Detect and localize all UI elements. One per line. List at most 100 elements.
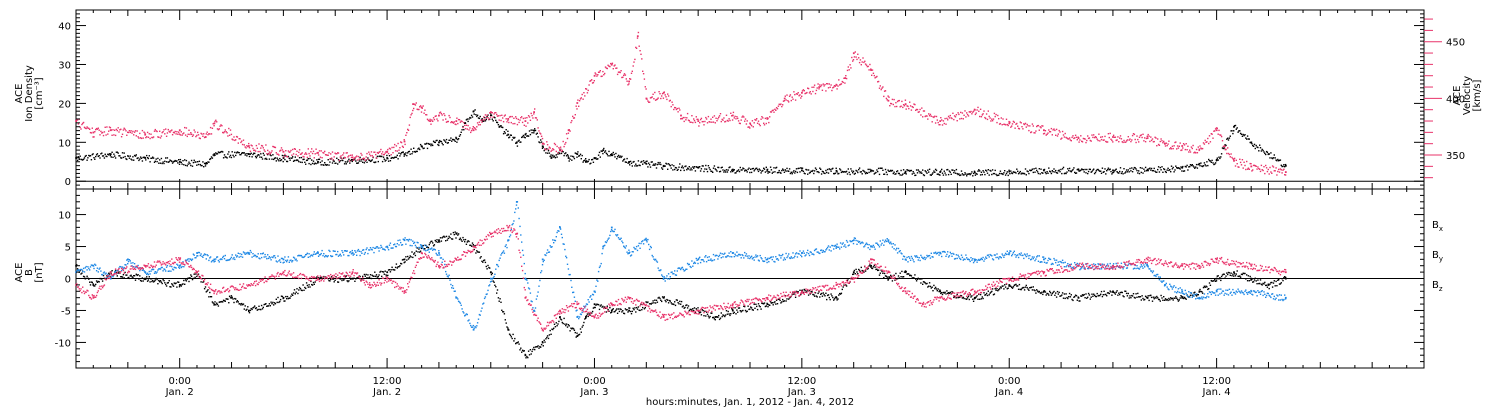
data-point	[400, 244, 403, 246]
data-point	[1024, 122, 1027, 125]
data-point	[1057, 133, 1059, 135]
data-point	[132, 276, 134, 279]
data-point	[1171, 297, 1174, 300]
data-point	[588, 84, 590, 86]
data-point	[1131, 294, 1133, 297]
data-point	[406, 259, 408, 261]
data-point	[838, 172, 840, 175]
data-point	[255, 307, 258, 309]
data-point	[489, 112, 492, 114]
data-point	[1084, 138, 1086, 140]
data-point	[638, 45, 640, 47]
data-point	[1173, 145, 1175, 147]
data-point	[581, 326, 583, 328]
data-point	[282, 157, 285, 159]
data-point	[432, 248, 435, 250]
data-point	[1209, 160, 1212, 162]
data-point	[249, 249, 252, 252]
data-point	[667, 163, 670, 165]
data-point	[1109, 168, 1111, 170]
data-point	[183, 132, 185, 134]
data-point	[329, 161, 331, 163]
data-point	[785, 99, 787, 101]
data-point	[515, 342, 517, 345]
data-point	[886, 99, 888, 101]
data-point	[974, 113, 977, 116]
data-point	[393, 157, 395, 159]
data-point	[429, 118, 431, 121]
data-point	[753, 303, 755, 305]
data-point	[282, 160, 284, 163]
data-point	[892, 172, 894, 175]
data-point	[774, 108, 776, 110]
data-point	[461, 120, 463, 123]
data-point	[814, 92, 817, 95]
data-point	[403, 139, 405, 141]
data-point	[1187, 169, 1189, 171]
data-point	[178, 266, 180, 268]
data-point	[1115, 168, 1117, 170]
data-point	[467, 320, 469, 322]
data-point	[561, 150, 563, 152]
data-point	[170, 270, 172, 272]
data-point	[113, 134, 115, 136]
data-point	[674, 304, 677, 307]
data-point	[1271, 281, 1273, 284]
data-point	[1174, 297, 1176, 299]
data-point	[655, 98, 658, 101]
data-point	[922, 283, 924, 285]
data-point	[917, 169, 919, 171]
data-point	[136, 130, 138, 132]
data-point	[1199, 288, 1201, 291]
data-point	[426, 245, 428, 248]
data-point	[604, 66, 607, 68]
data-point	[310, 254, 312, 257]
data-point	[1132, 133, 1135, 135]
data-point	[362, 158, 365, 161]
data-point	[319, 156, 322, 158]
data-point	[333, 156, 335, 158]
data-point	[1007, 174, 1009, 177]
data-point	[1038, 290, 1040, 293]
data-point	[432, 242, 434, 244]
data-point	[160, 157, 163, 160]
data-point	[718, 116, 720, 118]
data-point	[331, 151, 334, 153]
data-point	[392, 152, 394, 154]
data-point	[1233, 125, 1235, 128]
data-point	[320, 164, 322, 166]
data-point	[278, 301, 280, 304]
data-point	[552, 154, 554, 156]
data-point	[156, 271, 158, 273]
data-point	[432, 144, 434, 147]
data-point	[218, 301, 220, 303]
data-point	[141, 277, 144, 279]
data-point	[168, 130, 170, 133]
data-point	[205, 133, 207, 135]
data-point	[596, 75, 598, 77]
data-point	[920, 114, 922, 116]
data-point	[788, 170, 790, 172]
data-point	[277, 255, 279, 257]
data-point	[476, 325, 478, 327]
data-point	[257, 154, 259, 156]
data-point	[526, 279, 528, 281]
data-point	[1049, 131, 1052, 133]
data-point	[303, 158, 305, 160]
data-point	[680, 166, 683, 169]
data-point	[990, 120, 992, 122]
data-point	[956, 293, 958, 296]
data-point	[724, 315, 726, 318]
data-point	[763, 122, 765, 124]
data-point	[164, 282, 166, 284]
data-point	[171, 160, 173, 163]
data-point	[692, 166, 694, 168]
data-point	[470, 114, 473, 117]
data-point	[626, 80, 628, 82]
data-point	[1270, 152, 1272, 154]
data-point	[585, 305, 587, 307]
data-point	[1194, 291, 1196, 293]
data-point	[1076, 299, 1078, 301]
data-point	[1146, 168, 1149, 171]
data-point	[413, 150, 416, 153]
